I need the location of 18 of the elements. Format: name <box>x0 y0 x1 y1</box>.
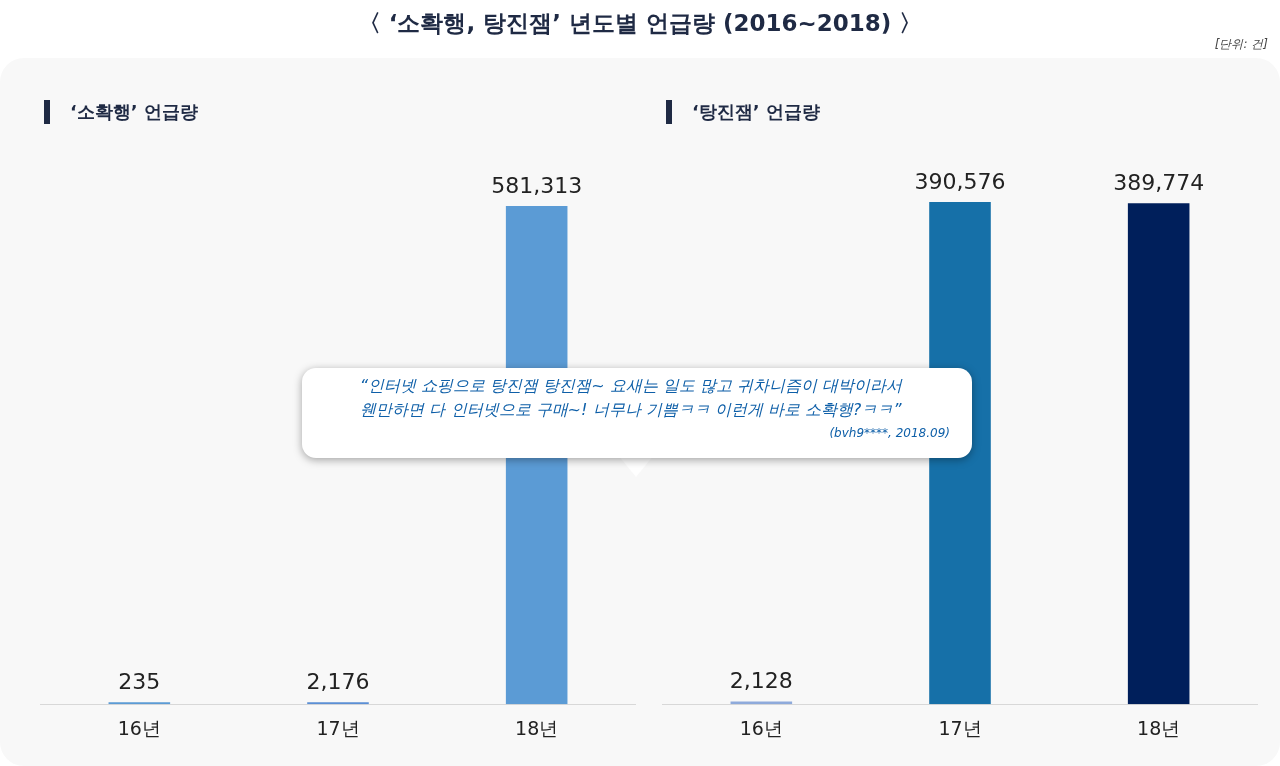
data-label: 2,128 <box>729 668 793 694</box>
x-tick-label: 17년 <box>316 716 360 739</box>
annotation: (bvh9****, 2018.09) <box>828 426 950 440</box>
data-label: 389,774 <box>1113 169 1205 195</box>
x-tick-label: 17년 <box>938 716 982 739</box>
x-tick-label: 16년 <box>739 716 783 739</box>
chart-title: ‘소확행’ 언급량 <box>44 100 198 124</box>
data-label: 390,576 <box>914 168 1006 194</box>
data-label: 581,313 <box>491 172 583 198</box>
x-tick-label: 18년 <box>515 716 559 739</box>
annotation: “인터넷 쇼핑으로 탕진잼 탕진잼~ 요새는 일도 많고 귀차니즘이 대박이라서 웬만하면 다 인터넷으로 구매~! 너무나 기쁨ㅋㅋ 이런게 바로 소확행?ㅋㅋ” <box>358 375 904 421</box>
x-tick-label: 18년 <box>1137 716 1181 739</box>
data-label: 2,176 <box>306 668 370 694</box>
x-tick-label: 16년 <box>117 716 161 739</box>
data-label: 235 <box>118 668 161 694</box>
chart-title: ‘탕진잼’ 언급량 <box>666 100 820 124</box>
text: [단위: 건] <box>1214 36 1268 53</box>
text: 〈 ‘소확행, 탕진잼’ 년도별 언급량 (2016~2018) 〉 <box>357 10 923 36</box>
